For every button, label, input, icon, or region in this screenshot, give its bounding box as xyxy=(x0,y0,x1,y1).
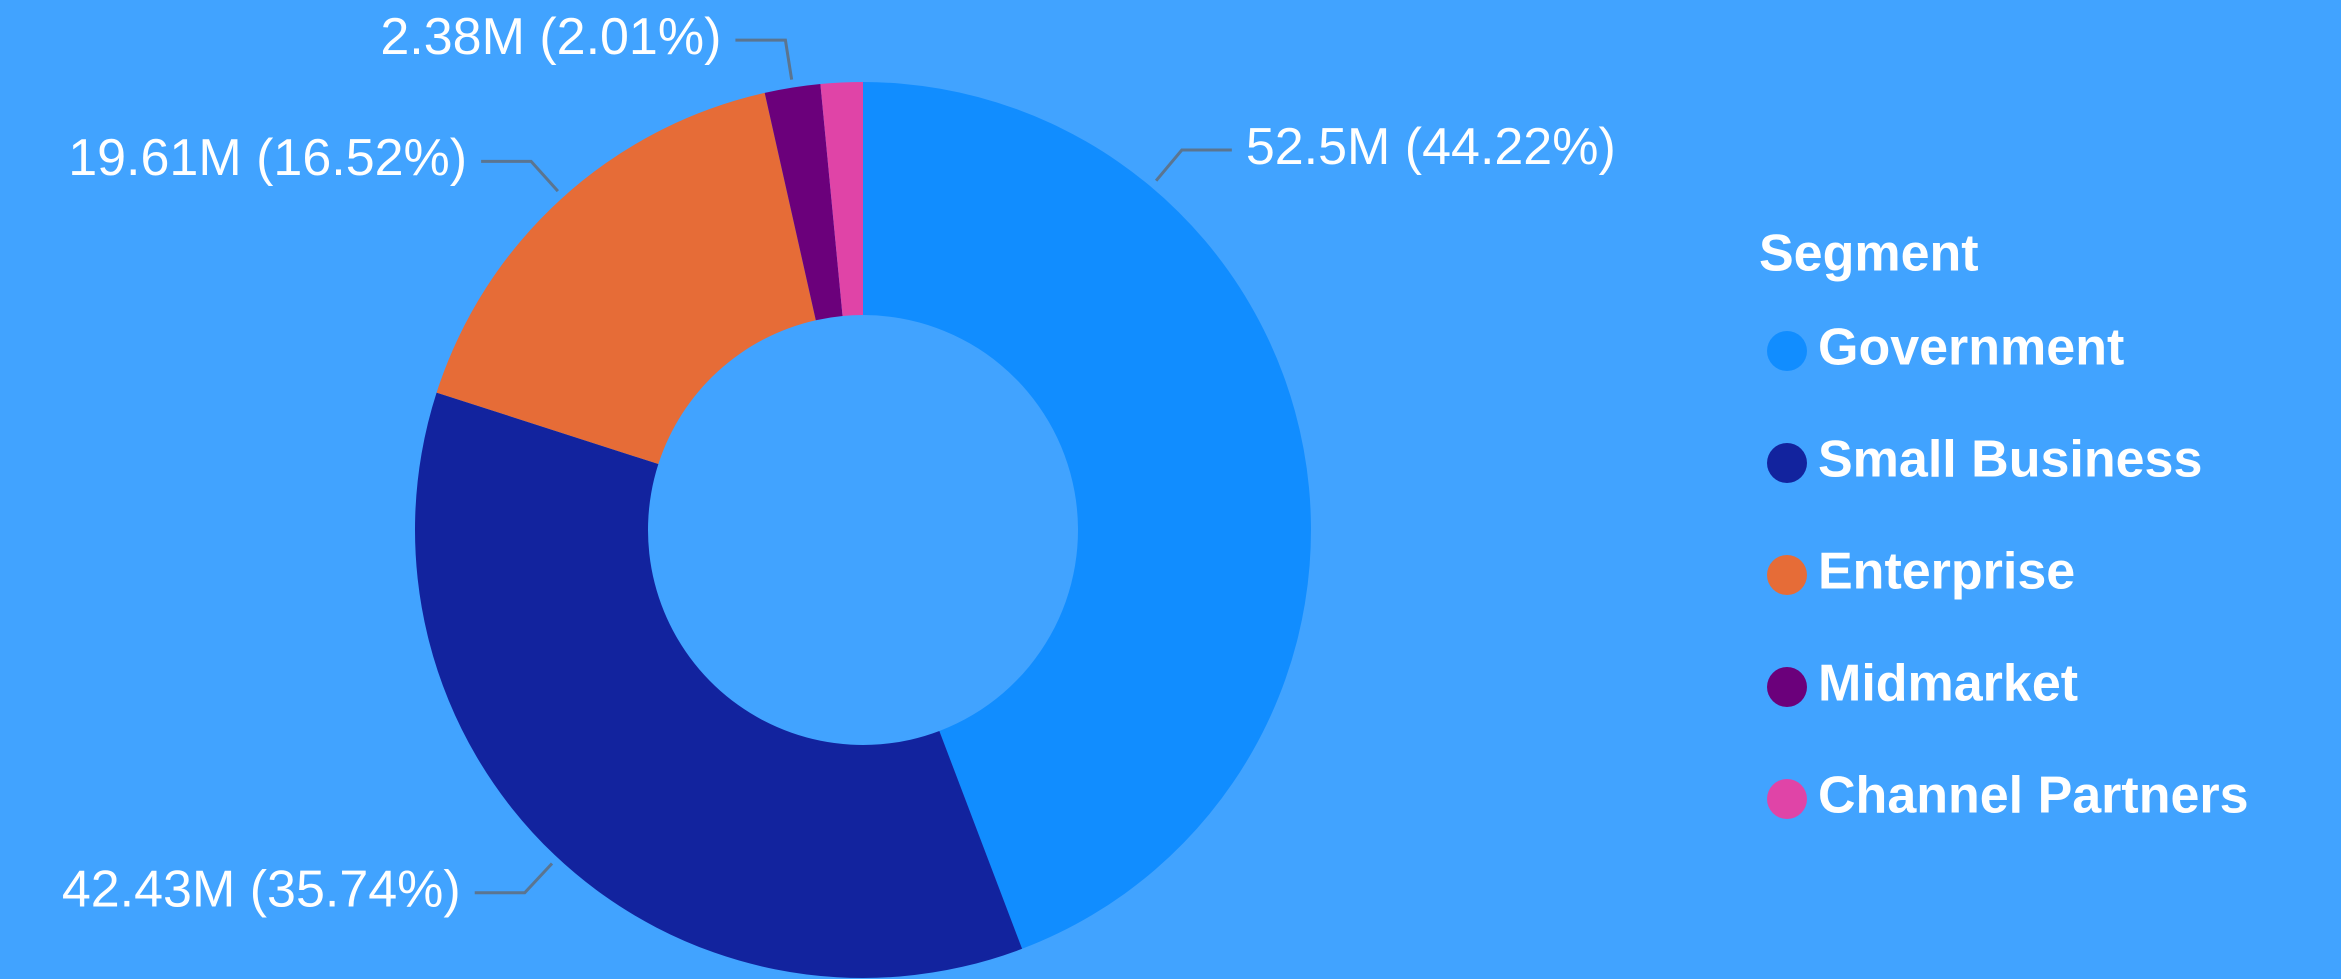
legend-marker xyxy=(1767,331,1807,371)
leader-line xyxy=(474,862,554,895)
donut-slice xyxy=(863,82,1311,949)
legend-marker xyxy=(1767,443,1807,483)
leader-line xyxy=(1154,148,1232,182)
donut-slice xyxy=(436,92,816,465)
legend-label: Midmarket xyxy=(1818,655,2078,713)
data-label: 19.61M (16.52%) xyxy=(68,129,467,187)
legend-label: Government xyxy=(1818,319,2124,377)
legend-marker xyxy=(1767,667,1807,707)
data-label: 52.5M (44.22%) xyxy=(1246,118,1616,176)
legend-marker xyxy=(1767,555,1807,595)
data-label: 42.43M (35.74%) xyxy=(62,860,461,918)
leader-line xyxy=(481,159,559,193)
donut-slice xyxy=(820,82,863,316)
leader-line xyxy=(735,38,794,80)
legend-marker xyxy=(1767,779,1807,819)
legend-label: Small Business xyxy=(1818,431,2202,489)
legend-label: Enterprise xyxy=(1818,543,2075,601)
legend-title: Segment xyxy=(1759,225,1979,283)
data-label: 2.38M (2.01%) xyxy=(380,8,721,66)
legend-label: Channel Partners xyxy=(1818,767,2249,825)
donut-slice xyxy=(414,392,1023,978)
donut-slice xyxy=(764,84,843,321)
